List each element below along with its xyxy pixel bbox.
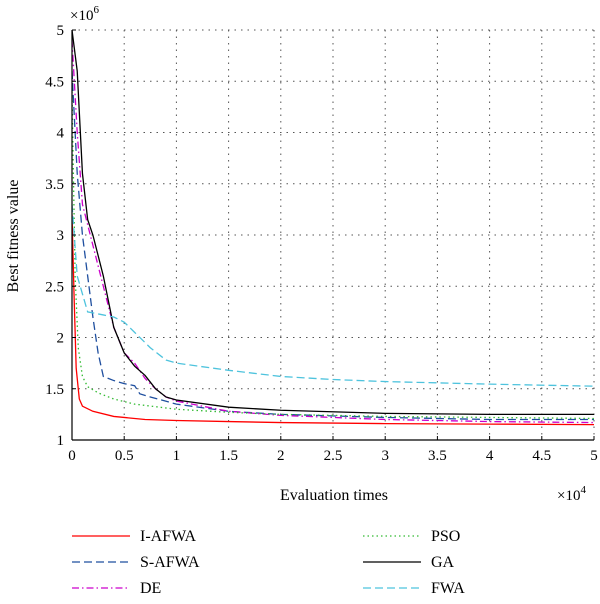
y-tick-label: 1	[57, 433, 65, 449]
x-exponent-power: 4	[580, 484, 586, 496]
y-exponent-power: 6	[93, 4, 99, 16]
x-tick-label: 4	[486, 448, 494, 464]
x-tick-label: 2.5	[324, 448, 343, 464]
series-line-s-afwa	[72, 70, 594, 421]
legend-label-ga: GA	[431, 554, 455, 571]
x-tick-label: 2	[277, 448, 285, 464]
y-tick-label: 3.5	[45, 177, 64, 193]
x-tick-label: 1	[173, 448, 181, 464]
x-tick-label: 0.5	[115, 448, 134, 464]
legend-label-s-afwa: S-AFWA	[140, 554, 200, 571]
y-tick-label: 3	[57, 228, 65, 244]
y-tick-label: 2	[57, 331, 65, 347]
y-tick-label: 4	[57, 126, 65, 142]
x-exponent-base: ×10	[557, 488, 580, 504]
legend-label-fwa: FWA	[431, 580, 465, 597]
x-axis-exponent: ×104	[557, 484, 586, 504]
legend-label-de: DE	[140, 580, 161, 597]
series-line-pso	[72, 91, 595, 420]
x-tick-label: 0	[68, 448, 76, 464]
legend-label-pso: PSO	[431, 528, 460, 545]
x-tick-label: 1.5	[219, 448, 238, 464]
y-tick-label: 1.5	[45, 382, 64, 398]
y-axis-title: Best fitness value	[5, 180, 22, 293]
x-tick-label: 5	[590, 448, 598, 464]
y-tick-label: 2.5	[45, 279, 64, 295]
series-line-i-afwa	[72, 214, 595, 426]
y-axis-exponent: ×106	[70, 4, 99, 24]
series-line-ga	[72, 30, 594, 416]
y-tick-label: 4.5	[45, 74, 64, 90]
legend: I-AFWA S-AFWA DE PSO GA FWA	[72, 528, 465, 597]
grid	[72, 29, 595, 440]
series-layer	[72, 30, 595, 426]
x-tick-label: 4.5	[532, 448, 551, 464]
legend-label-i-afwa: I-AFWA	[140, 528, 196, 545]
y-exponent-base: ×10	[70, 8, 93, 24]
series-line-de	[72, 40, 595, 424]
x-ticks: 0 0.5 1 1.5 2 2.5 3 3.5 4 4.5 5	[68, 436, 598, 464]
x-tick-label: 3	[381, 448, 389, 464]
x-axis-title: Evaluation times	[280, 487, 388, 504]
y-ticks: 1 1.5 2 2.5 3 3.5 4 4.5 5	[45, 23, 76, 449]
y-tick-label: 5	[57, 23, 65, 39]
x-tick-label: 3.5	[428, 448, 447, 464]
series-line-fwa	[72, 204, 595, 387]
